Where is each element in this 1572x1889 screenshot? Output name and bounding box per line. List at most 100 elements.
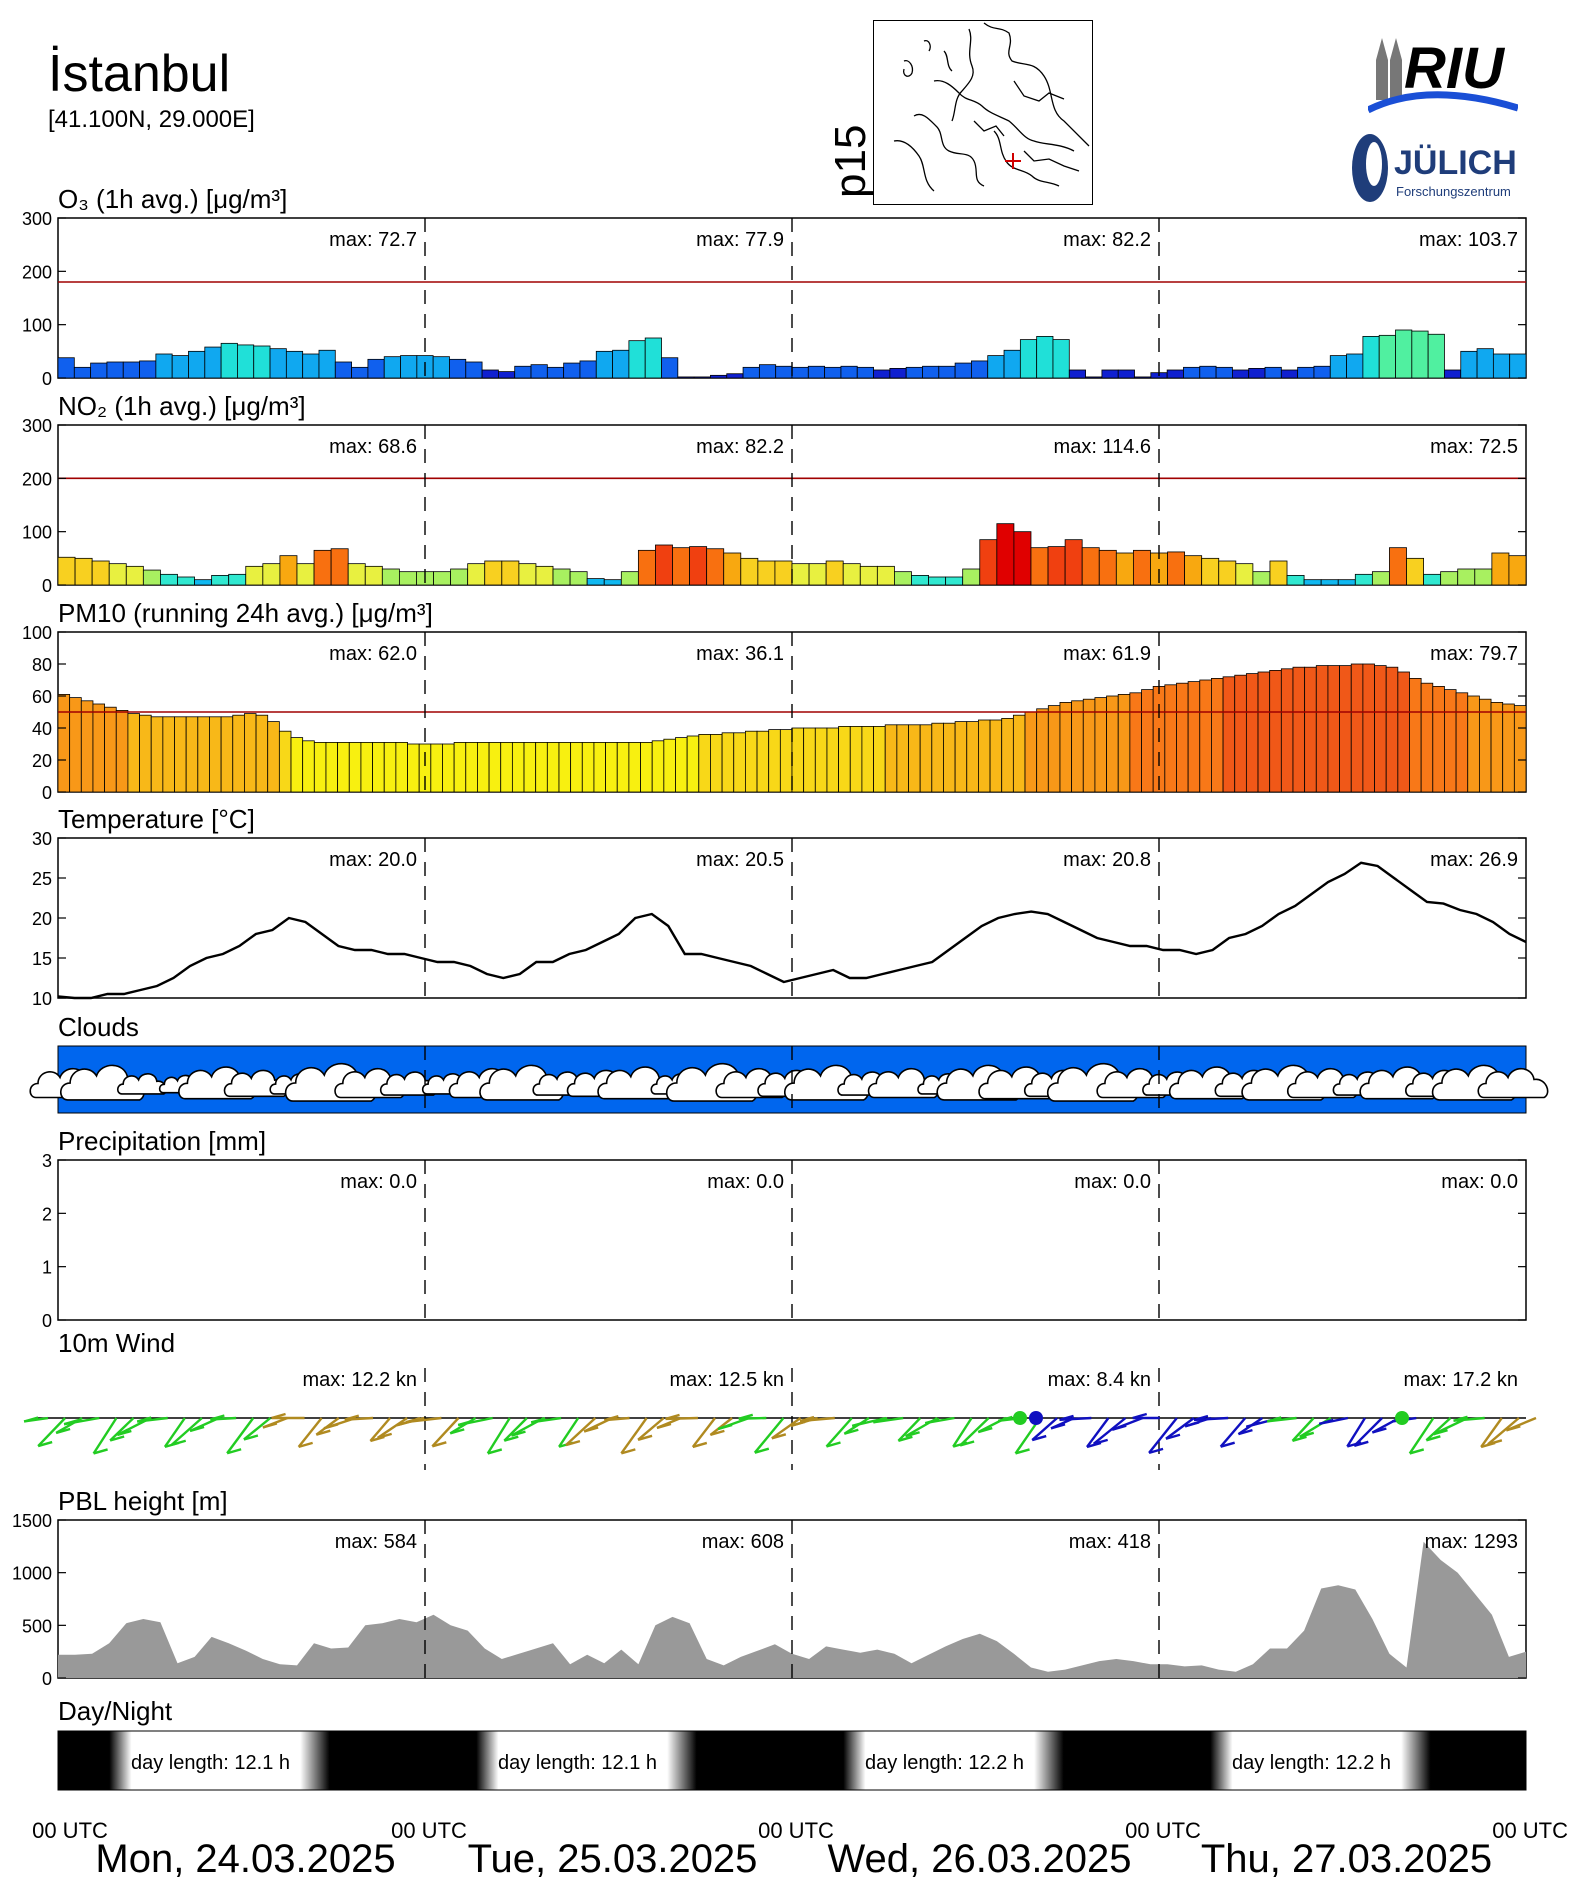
bar-2-106 bbox=[1292, 666, 1306, 793]
wind-calm-marker-1 bbox=[1013, 1411, 1027, 1425]
wind-barb-82 bbox=[1425, 1417, 1452, 1442]
bar-2-33 bbox=[442, 743, 455, 793]
max-label-1-3: max: 72.5 bbox=[1430, 436, 1518, 458]
bar-2-11 bbox=[185, 716, 199, 793]
panel-title-2: PM10 (running 24h avg.) [μg/m³] bbox=[58, 598, 433, 628]
bar-0-69 bbox=[1183, 366, 1201, 379]
bar-1-42 bbox=[774, 560, 793, 586]
bar-0-34 bbox=[612, 349, 630, 379]
date-label-3: Thu, 27.03.2025 bbox=[1201, 1837, 1492, 1881]
y-tick-label-0-0: 0 bbox=[42, 369, 52, 389]
day-length-label-2: day length: 12.2 h bbox=[865, 1752, 1024, 1774]
wind-barb-77 bbox=[1346, 1417, 1366, 1448]
wind-barb-47 bbox=[825, 1417, 853, 1448]
wind-barb-38 bbox=[665, 1413, 698, 1421]
bar-0-65 bbox=[1117, 369, 1135, 379]
max-label-7-2: max: 418 bbox=[1069, 1531, 1151, 1553]
julich-logo-icon: JÜLICH Forschungszentrum bbox=[1352, 134, 1517, 202]
bar-2-123 bbox=[1490, 702, 1504, 793]
bar-1-19 bbox=[381, 568, 400, 586]
bar-2-7 bbox=[139, 714, 152, 793]
y-tick-label-5-1: 1 bbox=[42, 1258, 52, 1278]
bar-1-80 bbox=[1423, 573, 1442, 586]
bar-1-77 bbox=[1371, 571, 1390, 586]
bar-2-96 bbox=[1176, 682, 1189, 793]
bar-0-84 bbox=[1427, 333, 1445, 379]
bar-2-76 bbox=[943, 722, 956, 793]
bar-2-43 bbox=[558, 742, 572, 793]
bar-2-4 bbox=[104, 706, 117, 793]
bar-0-19 bbox=[367, 358, 385, 379]
bar-2-55 bbox=[698, 734, 711, 793]
bar-2-97 bbox=[1187, 681, 1201, 793]
bar-1-12 bbox=[262, 563, 281, 586]
wind-barb-14 bbox=[262, 1416, 288, 1429]
bar-2-110 bbox=[1339, 665, 1352, 793]
bar-2-58 bbox=[733, 732, 746, 793]
bar-2-64 bbox=[803, 727, 816, 793]
bar-0-21 bbox=[400, 355, 418, 379]
bar-1-17 bbox=[347, 563, 366, 586]
pbl-area bbox=[58, 1541, 1526, 1678]
y-tick-label-7-0: 0 bbox=[42, 1669, 52, 1689]
bar-0-73 bbox=[1248, 367, 1266, 379]
bar-2-54 bbox=[686, 735, 700, 793]
bar-2-32 bbox=[430, 743, 443, 793]
bar-0-20 bbox=[383, 356, 401, 379]
max-label-5-3: max: 0.0 bbox=[1441, 1171, 1518, 1193]
julich-logo-subtitle: Forschungszentrum bbox=[1396, 184, 1511, 199]
bar-0-38 bbox=[677, 376, 695, 379]
day-night-frame bbox=[57, 1730, 1527, 1791]
bar-1-5 bbox=[142, 569, 161, 586]
bar-1-51 bbox=[928, 576, 947, 586]
bar-1-23 bbox=[450, 568, 469, 586]
bar-2-24 bbox=[337, 742, 350, 793]
bar-1-32 bbox=[603, 579, 622, 586]
wind-barb-13 bbox=[243, 1417, 272, 1441]
bar-1-3 bbox=[108, 563, 127, 586]
y-tick-label-1-3: 300 bbox=[22, 416, 52, 436]
bar-2-56 bbox=[710, 734, 723, 793]
wind-barb-74 bbox=[1291, 1417, 1315, 1443]
bar-0-6 bbox=[155, 353, 173, 379]
bar-0-26 bbox=[481, 369, 499, 379]
bar-2-74 bbox=[919, 724, 933, 793]
max-label-3-3: max: 26.9 bbox=[1430, 849, 1518, 871]
bar-0-87 bbox=[1476, 348, 1494, 379]
wind-barb-24 bbox=[431, 1417, 460, 1448]
y-tick-label-3-2: 20 bbox=[32, 909, 52, 929]
bar-0-68 bbox=[1166, 369, 1184, 379]
wind-barb-50 bbox=[872, 1416, 904, 1424]
bar-0-60 bbox=[1036, 335, 1054, 379]
max-label-1-2: max: 114.6 bbox=[1054, 436, 1151, 458]
wind-barb-11 bbox=[210, 1414, 237, 1421]
wind-barb-5 bbox=[109, 1417, 135, 1442]
bar-0-66 bbox=[1134, 376, 1152, 379]
bar-1-69 bbox=[1235, 563, 1254, 586]
bar-0-4 bbox=[122, 361, 140, 379]
wind-barb-63 bbox=[1092, 1417, 1127, 1446]
bar-2-86 bbox=[1059, 702, 1073, 793]
day-night-band-3 bbox=[1159, 1731, 1526, 1790]
panel-title-1: NO₂ (1h avg.) [μg/m³] bbox=[58, 391, 306, 421]
bar-0-35 bbox=[628, 340, 646, 379]
bar-1-71 bbox=[1269, 560, 1288, 586]
max-label-1-0: max: 68.6 bbox=[329, 436, 417, 458]
y-tick-label-5-0: 0 bbox=[42, 1311, 52, 1331]
bar-1-16 bbox=[330, 548, 349, 586]
day-length-label-0: day length: 12.1 h bbox=[131, 1752, 290, 1774]
bar-1-40 bbox=[740, 557, 759, 586]
bar-1-62 bbox=[1115, 552, 1134, 586]
bar-1-43 bbox=[791, 563, 810, 586]
bar-1-8 bbox=[194, 579, 213, 586]
bar-0-14 bbox=[285, 350, 304, 379]
bar-2-10 bbox=[174, 716, 187, 793]
bar-2-63 bbox=[791, 727, 805, 793]
day-night-band-2 bbox=[792, 1731, 1159, 1790]
wind-barb-40 bbox=[709, 1417, 733, 1437]
bar-2-69 bbox=[861, 726, 874, 793]
bar-0-58 bbox=[1003, 349, 1021, 379]
max-label-5-0: max: 0.0 bbox=[340, 1171, 417, 1193]
bar-2-21 bbox=[302, 740, 315, 793]
bar-0-10 bbox=[220, 342, 238, 379]
